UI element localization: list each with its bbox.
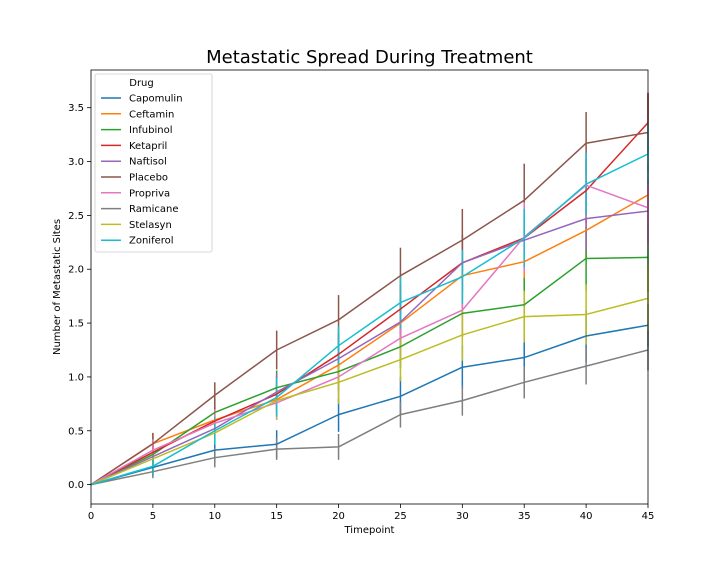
legend-entry: Ceftamin <box>129 109 174 120</box>
series-line-placebo <box>90 131 649 486</box>
x-tick-label: 45 <box>642 511 655 522</box>
legend-entry: Placebo <box>129 173 168 184</box>
y-tick-label: 0.5 <box>68 426 84 437</box>
y-tick-label: 1.0 <box>68 372 84 383</box>
plot-frame <box>90 69 649 505</box>
y-tick-label: 1.5 <box>68 319 84 330</box>
legend-entry: Propriva <box>129 188 170 199</box>
legend-entry: Capomulin <box>129 94 183 105</box>
legend-entry: Naftisol <box>129 157 167 168</box>
x-tick-label: 30 <box>456 511 469 522</box>
legend-entry: Ketapril <box>129 141 167 152</box>
x-axis: 0 5 10 15 20 25 30 35 40 45 <box>88 504 655 522</box>
y-axis: 0.0 0.5 1.0 1.5 2.0 2.5 3.0 3.5 <box>68 103 91 491</box>
series-line-stelasyn <box>90 297 649 486</box>
series-line-ceftamin <box>90 194 649 486</box>
chart-title: Metastatic Spread During Treatment <box>206 47 533 68</box>
x-axis-label: Timepoint <box>344 525 395 536</box>
y-tick-label: 0.0 <box>68 480 84 491</box>
x-tick-label: 10 <box>208 511 221 522</box>
legend-title: Drug <box>129 78 154 89</box>
x-tick-label: 0 <box>88 511 94 522</box>
series-line-capomulin <box>90 324 649 486</box>
x-tick-label: 35 <box>518 511 531 522</box>
x-tick-label: 5 <box>150 511 156 522</box>
legend-box <box>94 73 213 253</box>
legend: Drug Capomulin Ceftamin Infubinol Ketapril Na… <box>94 73 213 253</box>
series-line-naftisol <box>90 210 649 486</box>
y-tick-label: 2.5 <box>68 211 84 222</box>
x-tick-label: 40 <box>580 511 593 522</box>
legend-entry: Zoniferol <box>129 236 174 247</box>
legend-entry: Infubinol <box>129 125 173 136</box>
series-line-zoniferol <box>90 153 649 486</box>
legend-entry: Stelasyn <box>129 220 172 231</box>
x-tick-label: 25 <box>394 511 407 522</box>
y-tick-label: 3.0 <box>68 157 84 168</box>
plot-area <box>90 69 649 505</box>
y-tick-label: 2.0 <box>68 265 84 276</box>
y-tick-label: 3.5 <box>68 103 84 114</box>
x-tick-label: 20 <box>332 511 345 522</box>
legend-entry: Ramicane <box>129 204 179 215</box>
x-tick-label: 15 <box>270 511 283 522</box>
series-line-ramicane <box>90 349 649 486</box>
y-axis-label: Number of Metastatic Sites <box>52 219 63 355</box>
series-line-infubinol <box>90 256 649 486</box>
